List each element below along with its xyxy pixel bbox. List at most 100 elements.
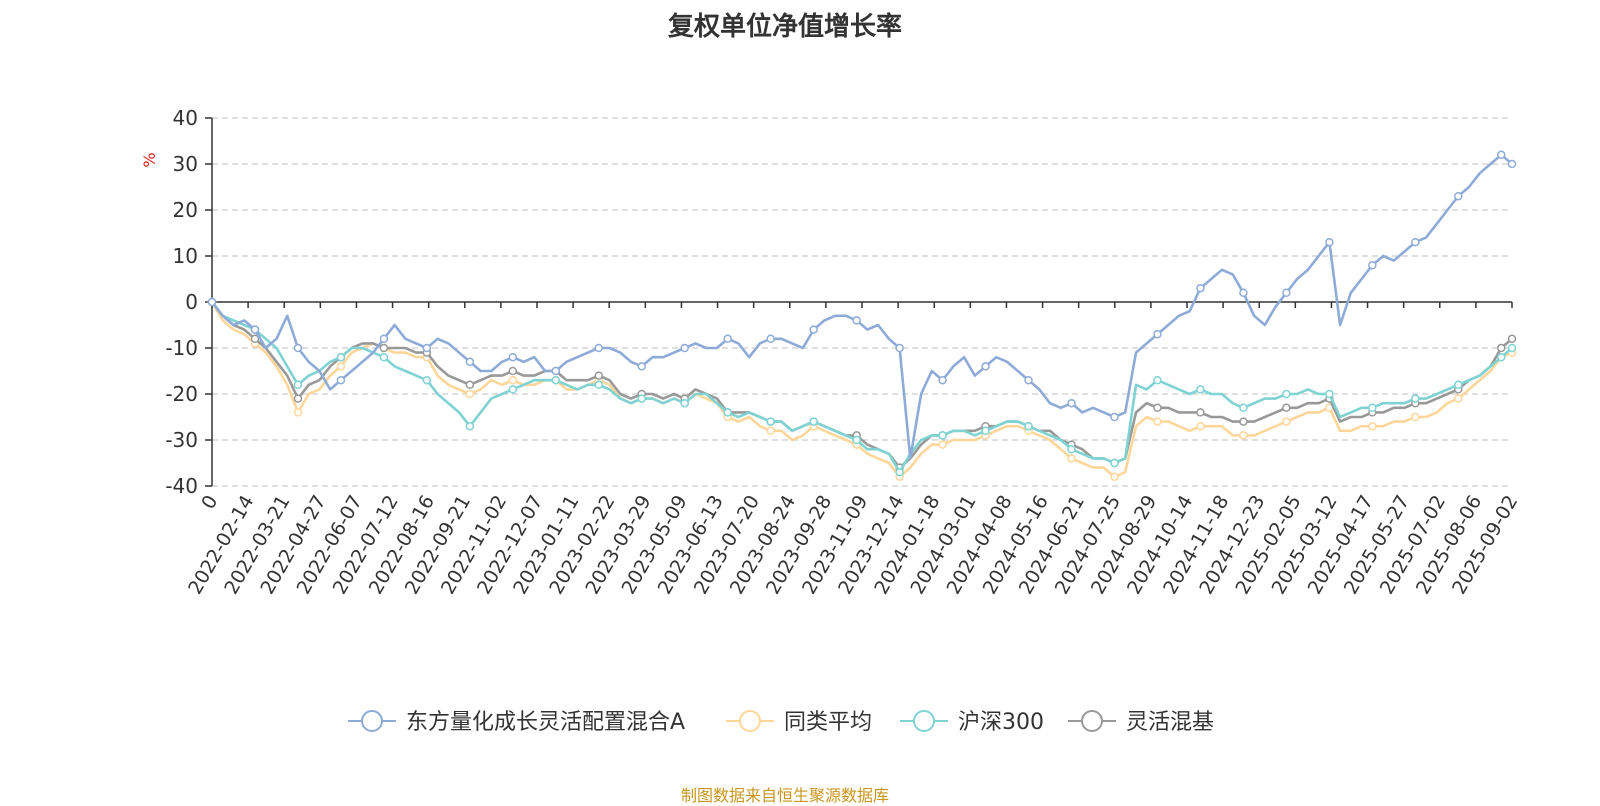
data-point bbox=[637, 394, 647, 403]
data-point bbox=[1411, 237, 1420, 247]
data-point bbox=[293, 343, 303, 353]
data-point bbox=[1024, 375, 1033, 385]
y-tick-label: -10 bbox=[165, 336, 198, 360]
data-point bbox=[594, 380, 604, 390]
data-point bbox=[465, 421, 475, 431]
data-point bbox=[1282, 389, 1291, 399]
data-point bbox=[1067, 454, 1076, 463]
data-point bbox=[336, 352, 346, 362]
data-point bbox=[465, 380, 475, 390]
data-point bbox=[1239, 431, 1248, 440]
data-point bbox=[1454, 380, 1463, 390]
legend-label-flexible_mixed: 灵活混基 bbox=[1126, 710, 1214, 735]
y-tick-label: -40 bbox=[165, 474, 198, 498]
data-point bbox=[465, 357, 475, 367]
data-point bbox=[1067, 444, 1076, 454]
y-axis-unit-label: % bbox=[140, 152, 159, 167]
data-point bbox=[379, 352, 389, 362]
y-tick-label: 10 bbox=[173, 244, 198, 268]
data-point bbox=[1454, 191, 1463, 201]
data-point bbox=[723, 408, 732, 417]
data-point bbox=[1067, 398, 1076, 408]
y-tick-label: 30 bbox=[173, 152, 198, 176]
legend-label-peer_avg: 同类平均 bbox=[784, 710, 872, 735]
data-point bbox=[1196, 421, 1205, 431]
data-point bbox=[1196, 385, 1205, 394]
data-point bbox=[1325, 389, 1334, 399]
y-tick-label: 40 bbox=[173, 106, 198, 130]
data-point bbox=[594, 343, 604, 353]
data-point bbox=[981, 426, 990, 436]
data-point bbox=[422, 375, 432, 385]
data-point bbox=[766, 426, 775, 436]
series-line-csi300 bbox=[210, 301, 1513, 474]
data-point bbox=[1110, 472, 1119, 482]
data-point bbox=[1239, 403, 1248, 413]
data-point bbox=[1196, 408, 1205, 417]
data-point bbox=[1282, 403, 1291, 413]
data-point bbox=[637, 362, 647, 371]
data-point bbox=[1153, 375, 1162, 385]
data-point bbox=[1196, 283, 1205, 293]
legend-swatch-marker bbox=[913, 710, 935, 732]
data-point bbox=[1497, 150, 1506, 160]
data-point bbox=[766, 334, 775, 344]
x-tick-label: 0 bbox=[197, 492, 222, 513]
data-point bbox=[1282, 417, 1291, 426]
series-line-peer_avg bbox=[210, 301, 1513, 479]
data-point bbox=[1110, 458, 1119, 468]
data-point bbox=[1454, 394, 1463, 403]
data-point bbox=[981, 362, 990, 371]
data-point bbox=[293, 380, 303, 390]
data-point bbox=[508, 352, 518, 362]
data-point bbox=[250, 334, 260, 344]
data-point bbox=[1325, 237, 1334, 247]
data-point bbox=[852, 316, 861, 325]
data-point bbox=[508, 385, 518, 394]
data-point bbox=[207, 297, 217, 307]
data-point bbox=[250, 325, 260, 334]
legend-swatch-marker bbox=[739, 710, 761, 732]
data-point bbox=[895, 343, 904, 353]
y-tick-label: 0 bbox=[185, 290, 198, 314]
data-point bbox=[1282, 288, 1291, 298]
data-point bbox=[1153, 329, 1162, 339]
data-point bbox=[1239, 417, 1248, 426]
data-point bbox=[293, 408, 303, 417]
chart-title: 复权单位净值增长率 bbox=[667, 12, 902, 42]
data-point bbox=[1497, 343, 1506, 353]
data-point bbox=[938, 375, 947, 385]
data-point bbox=[1368, 260, 1377, 270]
data-point bbox=[680, 343, 689, 353]
data-point bbox=[551, 375, 561, 385]
y-tick-label: 20 bbox=[173, 198, 198, 222]
data-point bbox=[336, 362, 346, 371]
data-point bbox=[293, 394, 303, 403]
data-point bbox=[379, 334, 389, 344]
data-point bbox=[1110, 412, 1119, 422]
data-point bbox=[1368, 403, 1377, 413]
y-tick-label: -20 bbox=[165, 382, 198, 406]
data-point bbox=[938, 440, 947, 449]
data-point bbox=[1153, 403, 1162, 413]
data-point bbox=[508, 375, 518, 385]
data-point bbox=[1411, 412, 1420, 422]
data-point bbox=[379, 343, 389, 353]
y-tick-label: -30 bbox=[165, 428, 198, 452]
data-point bbox=[594, 371, 604, 380]
chart-source-note: 制图数据来自恒生聚源数据库 bbox=[680, 786, 889, 805]
data-point bbox=[938, 431, 947, 440]
data-point bbox=[1497, 352, 1506, 362]
data-point bbox=[809, 417, 818, 426]
data-point bbox=[1507, 334, 1517, 344]
data-point bbox=[1507, 343, 1517, 353]
legend-label-fund: 东方量化成长灵活配置混合A bbox=[406, 710, 685, 735]
data-point bbox=[1368, 421, 1377, 431]
data-point bbox=[895, 467, 904, 477]
data-point bbox=[551, 366, 561, 376]
data-point bbox=[1024, 421, 1033, 431]
data-point bbox=[723, 334, 732, 344]
data-point bbox=[1153, 417, 1162, 426]
legend-swatch-marker bbox=[361, 710, 383, 732]
